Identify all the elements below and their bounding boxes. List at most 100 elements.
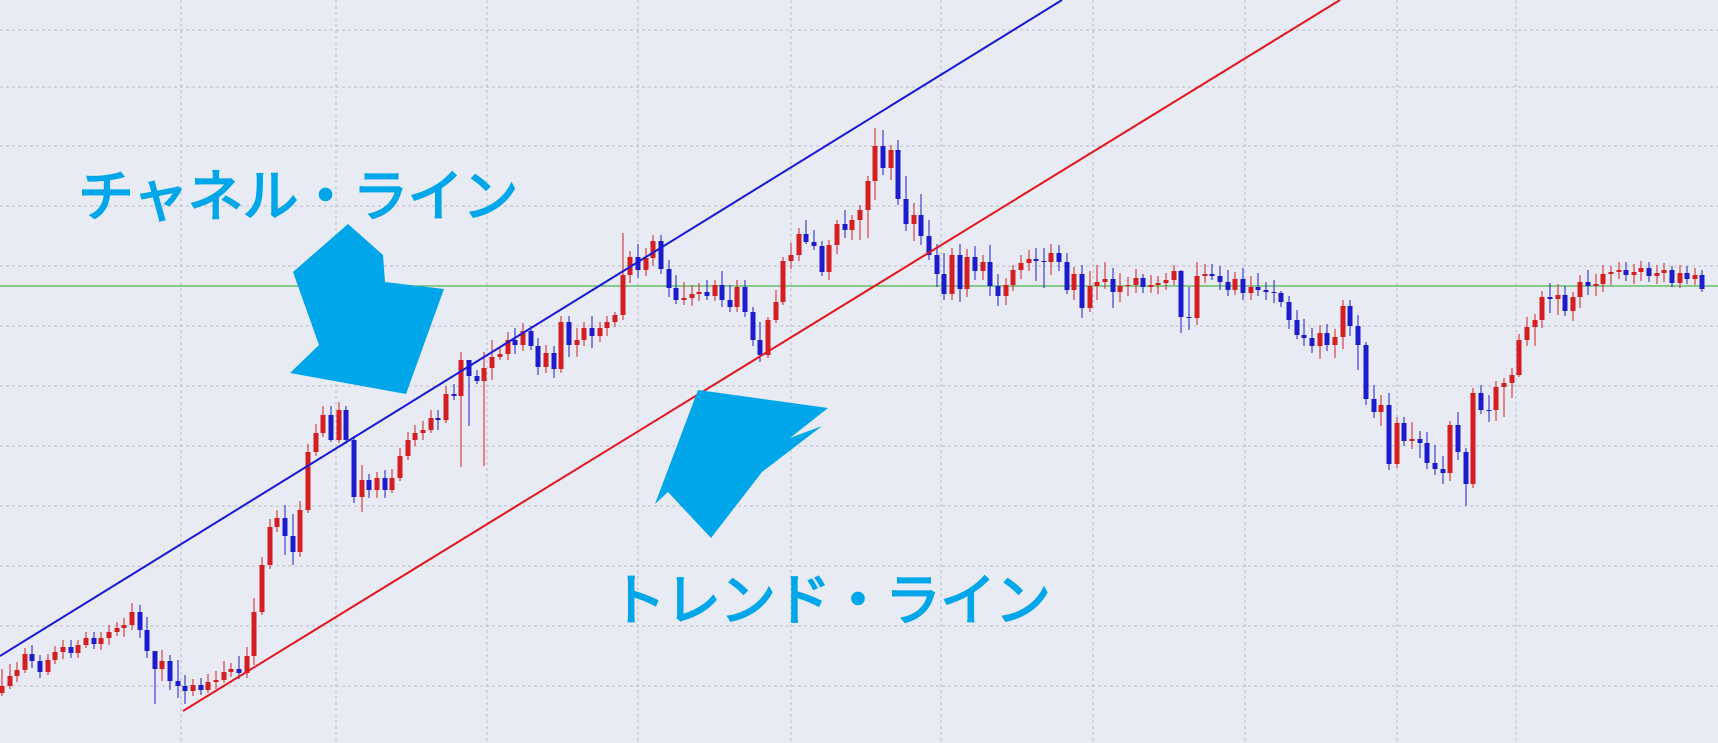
candle-body <box>366 480 372 490</box>
candle <box>643 248 649 276</box>
candle-body <box>1447 425 1453 473</box>
candle <box>106 625 112 645</box>
candle-body <box>1018 263 1024 270</box>
candle <box>1186 287 1192 330</box>
candle-body <box>1547 297 1553 299</box>
candle <box>1638 261 1644 281</box>
candle <box>68 640 74 658</box>
candle-body <box>1133 278 1139 285</box>
candle-body <box>941 274 947 294</box>
candle <box>895 140 901 205</box>
candle <box>1278 291 1284 307</box>
candle <box>1294 310 1300 339</box>
candle-body <box>1516 340 1522 375</box>
candle <box>750 307 756 346</box>
candle-body <box>251 612 257 656</box>
candle <box>1501 378 1507 417</box>
candle <box>1332 329 1338 358</box>
candle <box>1309 328 1315 353</box>
candle-body <box>1079 274 1085 308</box>
candle <box>1447 421 1453 481</box>
candle-body <box>1240 279 1246 293</box>
candle <box>137 605 143 638</box>
candle <box>259 557 265 615</box>
candle-body <box>535 346 541 367</box>
candle-body <box>83 638 89 645</box>
candle-body <box>635 257 641 270</box>
candle-body <box>228 669 234 672</box>
candle-body <box>581 328 587 340</box>
candle-body <box>343 410 349 440</box>
candle <box>474 370 480 384</box>
candle <box>658 235 664 274</box>
candle-body <box>918 215 924 236</box>
candle-body <box>1532 320 1538 327</box>
candle-body <box>1501 383 1507 387</box>
candle-body <box>305 452 311 510</box>
candle <box>1010 265 1016 291</box>
candle <box>1509 368 1515 398</box>
candle <box>221 661 227 683</box>
candle-body <box>1102 279 1108 282</box>
candle <box>934 244 940 287</box>
candle-body <box>842 224 848 230</box>
candle <box>167 655 173 690</box>
candle-body <box>1148 285 1154 287</box>
candle <box>397 448 403 481</box>
candle <box>1616 262 1622 279</box>
candle-body <box>114 628 120 632</box>
candle-body <box>957 255 963 289</box>
candle <box>389 469 395 493</box>
candle <box>1286 296 1292 329</box>
candle-body <box>1194 276 1200 318</box>
candle <box>1677 265 1683 288</box>
candle-body <box>75 645 81 653</box>
candle <box>888 145 894 180</box>
candle-body <box>320 415 326 433</box>
candle <box>159 650 165 681</box>
candle <box>1692 268 1698 285</box>
candle-body <box>412 433 418 440</box>
candle-body <box>1048 253 1054 262</box>
candle-body <box>190 685 196 691</box>
candle <box>980 255 986 280</box>
candle <box>696 283 702 301</box>
candle-body <box>1699 275 1705 289</box>
candle-body <box>1684 273 1690 279</box>
candle-body <box>788 255 794 261</box>
candle-body <box>1202 274 1208 276</box>
candle-body <box>826 245 832 272</box>
candle <box>1516 334 1522 377</box>
candle-body <box>765 320 771 355</box>
candle <box>834 220 840 254</box>
candle <box>620 233 626 320</box>
candle-body <box>543 353 549 367</box>
candle <box>1577 275 1583 308</box>
candle-body <box>443 394 449 420</box>
candle-body <box>528 331 534 346</box>
candle-body <box>987 262 993 286</box>
candle-body <box>1409 439 1415 441</box>
candle <box>1155 276 1161 294</box>
candle <box>911 203 917 241</box>
candle <box>1079 265 1085 318</box>
candle-body <box>964 257 970 289</box>
candle-body <box>1140 278 1146 287</box>
candle-body <box>1217 276 1223 282</box>
candle-body <box>689 294 695 298</box>
candle-body <box>1478 393 1484 410</box>
candle-body <box>849 220 855 230</box>
candle <box>773 290 779 323</box>
candle-body <box>1669 270 1675 283</box>
candle <box>45 654 51 675</box>
candle-body <box>926 236 932 255</box>
candle-body <box>1294 320 1300 335</box>
candle-body <box>1278 293 1284 302</box>
candle-body <box>336 410 342 440</box>
candle <box>520 323 526 351</box>
candle <box>880 130 886 175</box>
candle <box>505 332 511 360</box>
candle-body <box>681 298 687 300</box>
candle-body <box>129 612 135 625</box>
